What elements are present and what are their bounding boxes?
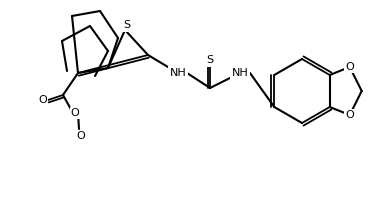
Text: O: O (345, 110, 354, 120)
Text: S: S (123, 20, 131, 30)
Text: O: O (345, 62, 354, 72)
Text: O: O (77, 131, 85, 141)
Text: O: O (71, 108, 79, 118)
Text: S: S (207, 55, 214, 65)
Text: NH: NH (232, 68, 248, 78)
Text: O: O (39, 95, 47, 105)
Text: NH: NH (170, 68, 186, 78)
